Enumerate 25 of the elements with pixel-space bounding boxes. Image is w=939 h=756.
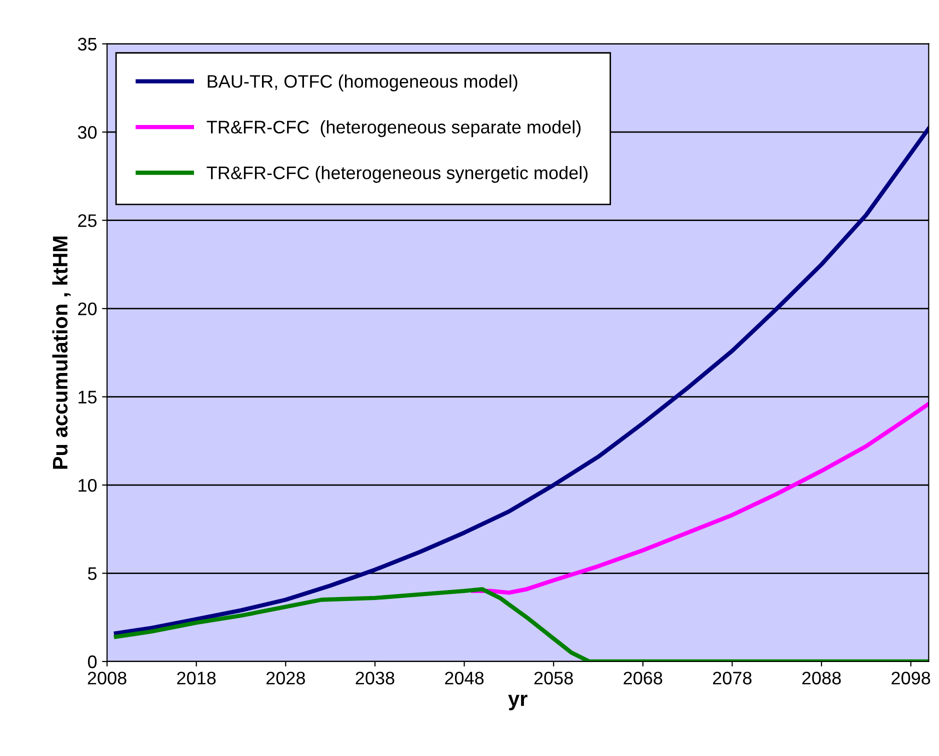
x-tick-label: 2048 — [445, 672, 484, 684]
x-tick-label: 2038 — [356, 672, 394, 684]
x-tick-label: 2078 — [713, 672, 752, 684]
y-tick-label: 25 — [78, 214, 97, 228]
x-tick-label: 2008 — [88, 672, 126, 684]
y-tick-label: 20 — [78, 302, 97, 316]
legend-label: TR&FR-CFC (heterogeneous synergetic model) — [206, 166, 588, 183]
line-series — [471, 402, 929, 595]
x-tick-label: 2068 — [624, 672, 662, 684]
x-tick-label: 2028 — [266, 672, 305, 684]
x-tick-label: 2098 — [892, 672, 930, 684]
y-tick-label: 30 — [78, 126, 97, 139]
y-tick-label: 5 — [88, 567, 97, 580]
y-tick-label: 15 — [78, 390, 97, 404]
y-axis-title: Pu accumulation , ktHM — [52, 236, 71, 469]
x-axis-title: yr — [508, 694, 528, 710]
legend-label: TR&FR-CFC (heterogeneous separate model) — [206, 120, 581, 138]
y-tick-label: 35 — [78, 38, 97, 51]
line-series — [114, 587, 929, 662]
x-tick-label: 2018 — [177, 672, 216, 684]
y-tick-label: 0 — [88, 655, 97, 668]
legend-label: BAU-TR, OTFC (homogeneous model) — [208, 74, 518, 92]
x-tick-label: 2088 — [802, 672, 841, 684]
x-tick-label: 2058 — [534, 672, 573, 684]
y-tick-label: 10 — [78, 478, 97, 492]
